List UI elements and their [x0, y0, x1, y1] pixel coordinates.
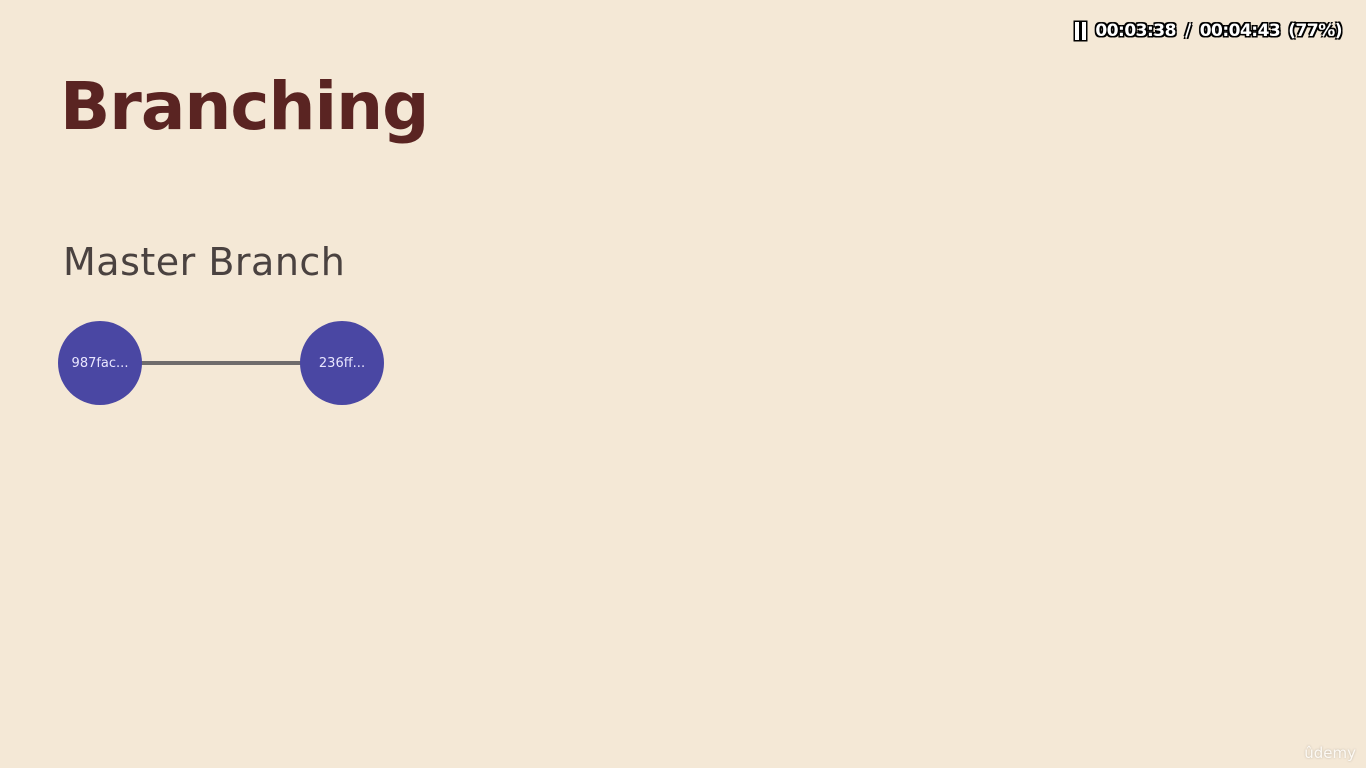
progress-percent: (77%)	[1288, 21, 1342, 41]
elapsed-time: 00:03:38	[1095, 21, 1176, 41]
time-separator: /	[1184, 21, 1191, 41]
slide-title: Branching	[60, 68, 429, 145]
commit-node: 236ff...	[300, 321, 384, 405]
pause-icon[interactable]	[1074, 22, 1087, 40]
commit-edge	[140, 361, 304, 365]
commit-node: 987fac...	[58, 321, 142, 405]
slide-subtitle: Master Branch	[63, 240, 346, 284]
commit-graph: 987fac... 236ff...	[58, 320, 388, 410]
udemy-watermark: ûdemy	[1304, 744, 1356, 762]
playback-overlay: 00:03:38 / 00:04:43 (77%)	[1074, 21, 1342, 41]
total-time: 00:04:43	[1199, 21, 1281, 41]
